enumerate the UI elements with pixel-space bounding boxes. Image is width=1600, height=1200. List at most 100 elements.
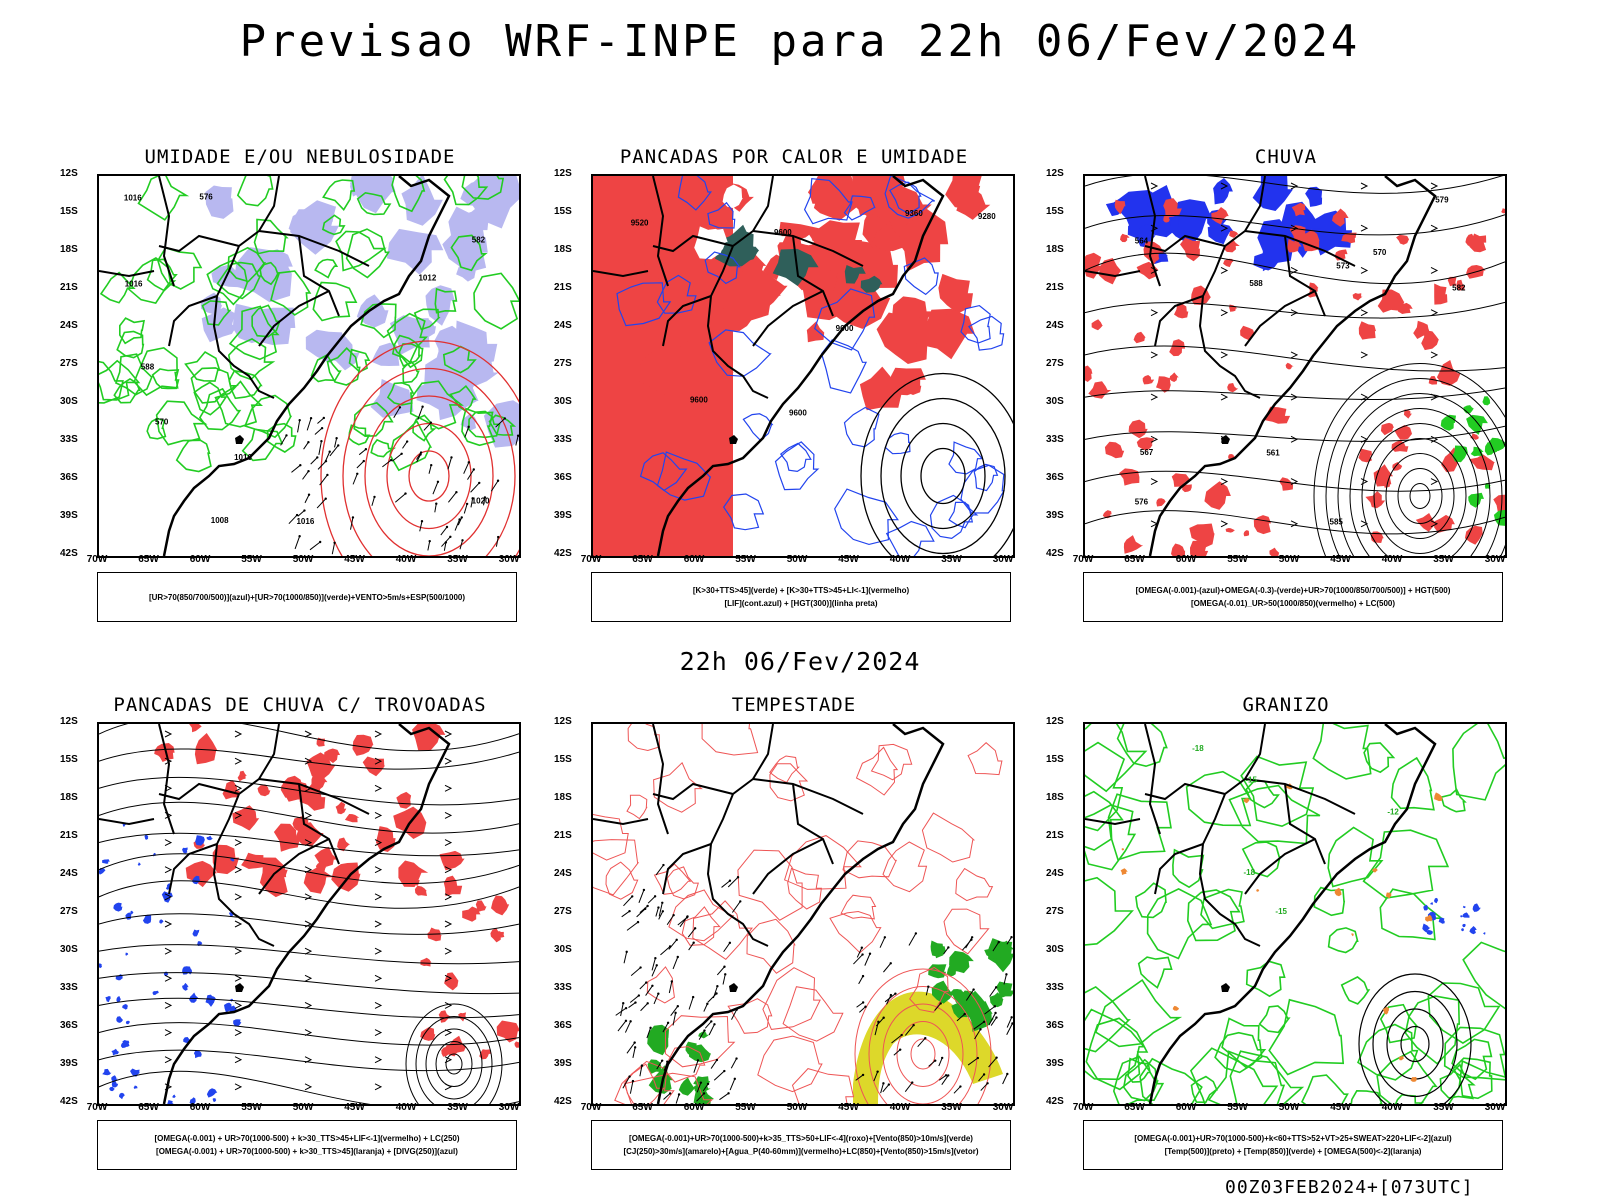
wind-vector	[904, 1024, 915, 1036]
humidity-low-levels	[206, 259, 249, 306]
contour-label: 576	[199, 192, 213, 201]
thickness-contour	[342, 367, 516, 556]
wind-vector-head	[646, 1002, 649, 1005]
humidity-low-levels	[241, 428, 284, 462]
humidity-low-levels	[114, 353, 154, 396]
map-canvas: 9600 9600 9600 9600 9520 9360 9280	[593, 176, 1013, 556]
wind-vector-head	[316, 456, 319, 459]
wind-vector	[629, 1080, 634, 1094]
temperature-850-contour	[1452, 724, 1505, 801]
humidity-low-levels	[413, 308, 441, 331]
streamline-arrow	[234, 730, 243, 738]
lifted-index-contour	[834, 488, 899, 546]
streamline-arrow	[1220, 224, 1229, 232]
contour-label: 9280	[978, 212, 996, 221]
wind-vector	[696, 1082, 702, 1093]
instability-area	[872, 221, 901, 252]
omega-area	[1305, 186, 1323, 207]
rain-area	[1171, 543, 1186, 556]
streamline-arrow	[1430, 351, 1439, 359]
precipitable-water-contour	[727, 998, 773, 1034]
precipitable-water-contour	[791, 1068, 855, 1104]
wind-vector-head	[429, 421, 433, 424]
temperature-850-contour	[1312, 724, 1372, 780]
legend-box: [OMEGA(-0.001)+UR>70(1000-500)+k>35_TTS>…	[591, 1120, 1011, 1170]
wind-vector-head	[713, 1023, 716, 1026]
legend-line: [OMEGA(-0.001)+UR>70(1000-500)+k<60+TTS>…	[1134, 1134, 1452, 1143]
precipitable-water-contour	[882, 841, 928, 893]
wind-vector-head	[860, 946, 864, 949]
temperature-850-contour	[1085, 985, 1131, 1053]
divergence-area	[125, 1020, 131, 1025]
streamline-arrow	[164, 1001, 173, 1009]
divergence-area	[122, 1040, 130, 1047]
wind-vector	[391, 453, 402, 462]
wind-vector-head	[715, 1058, 719, 1062]
temperature-850-contour	[1229, 1050, 1305, 1104]
wind-vector	[978, 1074, 985, 1082]
thunderstorm-area	[479, 1049, 491, 1060]
streamline	[99, 1070, 519, 1104]
wind-vector-head	[868, 952, 872, 955]
wind-vector	[621, 910, 630, 918]
streamline-arrow	[1430, 309, 1439, 317]
wind-vector-head	[970, 936, 974, 939]
wind-vector-head	[649, 1026, 652, 1030]
contour-label: 9600	[789, 408, 807, 417]
latitude-label: 27S	[1046, 906, 1064, 917]
divergence-area	[119, 1092, 125, 1100]
wind-vector	[672, 1012, 677, 1026]
wind-vector-head	[1006, 1072, 1009, 1076]
latitude-label: 18S	[554, 244, 572, 255]
wind-vector-head	[634, 1001, 637, 1004]
longitude-label: 35W	[941, 554, 962, 565]
precipitable-water-contour	[855, 746, 899, 796]
streamline-vortex	[910, 1038, 936, 1070]
height-300hpa-contour	[920, 447, 966, 505]
wind-vector	[668, 981, 673, 994]
wind-vector	[334, 438, 338, 448]
wind-vector-head	[631, 895, 634, 898]
streamline	[99, 853, 519, 885]
latitude-label: 36S	[60, 1020, 78, 1031]
wind-vector	[428, 465, 432, 474]
streamline-arrow	[374, 1056, 383, 1064]
instability-area	[889, 367, 926, 396]
contour-label: 564	[1135, 236, 1149, 245]
wind-vector	[464, 426, 470, 438]
longitude-label: 30W	[1484, 1102, 1506, 1113]
clear-area	[787, 185, 816, 218]
humidity-low-levels	[461, 407, 496, 447]
wind-850-area	[949, 950, 974, 974]
instability-area	[956, 187, 991, 220]
wind-vector	[319, 474, 328, 486]
wind-vector-head	[629, 1020, 632, 1023]
temperature-850-contour	[1268, 998, 1345, 1076]
thunderstorm-area	[331, 862, 361, 892]
wind-vector-head	[461, 539, 464, 542]
humidity-low-levels	[310, 353, 342, 383]
longitude-label: 40W	[889, 554, 911, 565]
rain-area	[1469, 233, 1487, 253]
wind-vector	[470, 482, 480, 493]
humidity-low-levels	[259, 261, 280, 286]
divergence-area	[182, 847, 188, 854]
streamline-arrow	[164, 974, 173, 982]
divergence-area	[99, 963, 103, 969]
map-canvas: -12 -15 -15 -18 -18	[1085, 724, 1505, 1104]
longitude-label: 70W	[580, 1102, 602, 1113]
wind-vector	[925, 986, 929, 996]
wind-vector-head	[467, 425, 470, 429]
longitude-label: 30W	[498, 554, 520, 565]
streamline-arrow	[1220, 520, 1229, 528]
rain-area	[1211, 207, 1229, 225]
wind-vector	[423, 422, 432, 431]
streamline-arrow	[1360, 393, 1369, 401]
panel-title: GRANIZO	[1242, 694, 1330, 716]
wind-vector	[938, 1057, 943, 1067]
streamline-arrow	[374, 893, 383, 901]
precipitable-water-contour	[769, 755, 800, 784]
wind-vector-head	[716, 985, 719, 988]
humidity-low-levels	[312, 281, 358, 322]
longitude-label: 65W	[138, 554, 159, 565]
